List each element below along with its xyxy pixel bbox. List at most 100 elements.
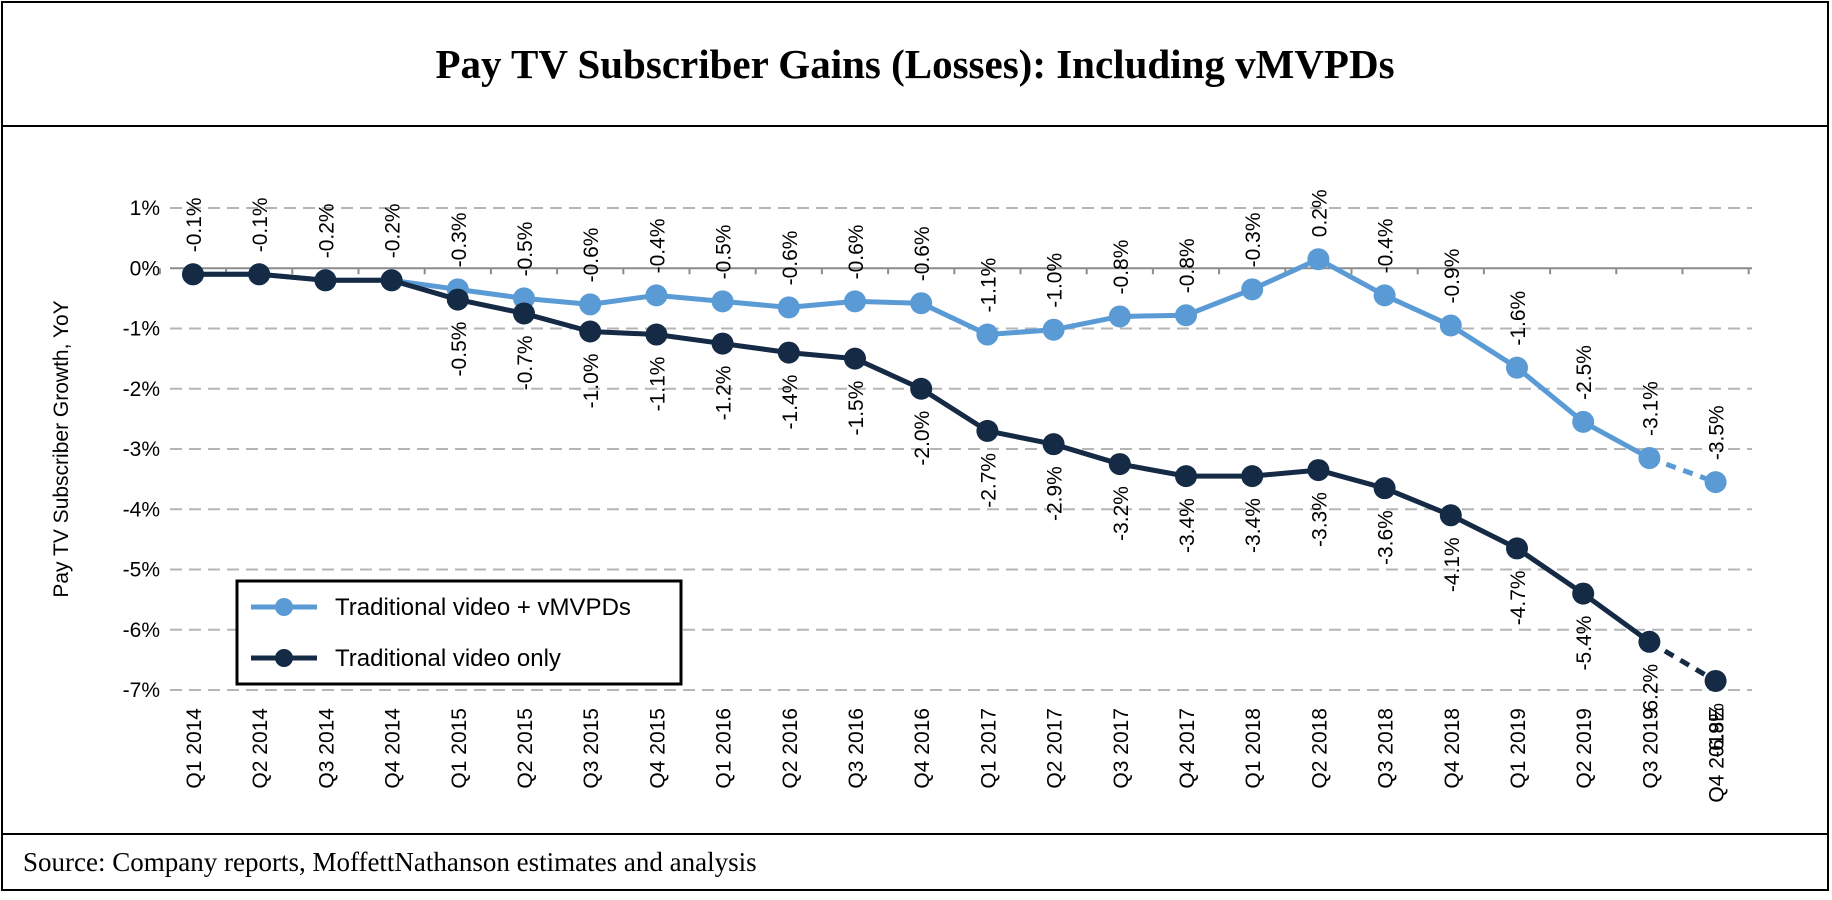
y-tick-label: -6% [123, 619, 160, 642]
data-point [1108, 305, 1131, 328]
data-point [777, 341, 800, 364]
x-tick-label: Q1 2015 [448, 708, 471, 789]
data-label: -1.2% [713, 366, 736, 421]
data-label: -0.2% [315, 203, 338, 258]
data-label: -1.1% [646, 357, 669, 412]
source-note: Source: Company reports, MoffettNathanso… [23, 846, 757, 877]
data-label: -1.0% [1044, 253, 1067, 308]
x-tick-label: Q3 2014 [315, 708, 338, 789]
legend-label: Traditional video only [335, 645, 561, 672]
x-tick-label: Q3 2015 [580, 708, 603, 789]
legend-box [235, 579, 683, 686]
x-tick-label: Q4 2017 [1176, 708, 1199, 789]
x-tick-label: Q4 2016 [911, 708, 934, 789]
data-point [645, 323, 668, 346]
data-label: -0.6% [580, 228, 603, 283]
data-label: -0.3% [448, 212, 471, 267]
legend-label: Traditional video + vMVPDs [335, 594, 631, 621]
x-tick-label: Q3 2019 [1639, 708, 1662, 789]
x-tick-label: Q4 2018 [1441, 708, 1464, 789]
data-label: -0.4% [1375, 219, 1398, 274]
data-label: -0.1% [249, 197, 272, 252]
y-axis-title: Pay TV Subscriber Growth, YoY [50, 300, 73, 597]
data-label: -1.4% [779, 375, 802, 430]
data-label: -0.8% [1110, 240, 1133, 295]
data-label: -4.7% [1507, 570, 1530, 625]
y-tick-label: -3% [123, 438, 160, 461]
data-label: -0.2% [382, 203, 405, 258]
data-point [1307, 248, 1330, 271]
series-line-estimate [1648, 455, 1717, 485]
data-point [844, 347, 866, 370]
data-point [777, 296, 800, 319]
data-label: -0.4% [646, 219, 669, 274]
data-point [1042, 433, 1065, 456]
data-point [513, 302, 535, 325]
title-bar: Pay TV Subscriber Gains (Losses): Includ… [3, 3, 1827, 127]
data-point [1638, 447, 1661, 470]
x-tick-label: Q1 2018 [1242, 708, 1265, 789]
chart-title: Pay TV Subscriber Gains (Losses): Includ… [435, 41, 1395, 87]
data-label: -2.7% [977, 453, 1000, 508]
data-point [1572, 410, 1595, 433]
data-point [711, 290, 734, 313]
data-label: -3.2% [1110, 486, 1133, 541]
data-point [1704, 471, 1727, 494]
data-label: -6.2% [1639, 664, 1662, 719]
data-label: -0.8% [1176, 238, 1199, 293]
data-label: -1.1% [977, 258, 1000, 313]
data-label: -2.5% [1573, 345, 1596, 400]
data-point [1439, 314, 1462, 337]
data-label: -4.1% [1441, 537, 1464, 592]
data-label: -3.4% [1242, 498, 1265, 553]
data-point [1175, 465, 1197, 488]
data-label: 0.2% [1308, 189, 1331, 237]
data-point [380, 269, 403, 292]
data-point [1307, 459, 1330, 482]
legend-swatch-marker [275, 598, 293, 616]
data-point [1506, 537, 1528, 560]
data-label: -0.9% [1441, 249, 1464, 304]
data-point [844, 290, 866, 313]
x-tick-label: Q1 2019 [1507, 708, 1530, 789]
data-label: -0.1% [183, 197, 206, 252]
data-point [1506, 356, 1528, 379]
data-point [446, 288, 469, 311]
y-tick-label: -4% [123, 498, 160, 521]
y-tick-label: -5% [123, 559, 160, 582]
data-point [1042, 318, 1065, 341]
x-tick-label: Q3 2016 [845, 708, 868, 789]
data-point [1704, 669, 1727, 692]
data-label: -1.0% [580, 354, 603, 409]
x-tick-label: Q3 2018 [1375, 708, 1398, 789]
x-tick-label: Q2 2017 [1044, 708, 1067, 789]
data-point [1175, 304, 1197, 327]
x-tick-label: Q2 2018 [1308, 708, 1331, 789]
data-point [248, 263, 271, 286]
data-point [513, 287, 535, 310]
y-tick-label: -2% [123, 378, 160, 401]
data-point [579, 320, 602, 343]
data-label: -6.8% [1706, 703, 1729, 758]
series-line-estimate [1648, 639, 1717, 684]
data-point [711, 332, 734, 355]
x-tick-label: Q2 2014 [249, 708, 272, 789]
data-label: -0.6% [845, 225, 868, 280]
data-point [1108, 453, 1131, 476]
data-point [1373, 284, 1396, 307]
x-tick-label: Q1 2014 [183, 708, 206, 789]
data-label: -2.9% [1044, 466, 1067, 521]
data-label: -2.0% [911, 411, 934, 466]
data-point [1241, 465, 1264, 488]
data-label: -0.7% [514, 335, 537, 390]
data-point [1439, 504, 1462, 527]
data-point [645, 284, 668, 307]
x-tick-label: Q1 2017 [977, 708, 1000, 789]
data-point [976, 419, 999, 442]
x-tick-label: Q4 2014 [382, 708, 405, 789]
data-label: -3.6% [1375, 510, 1398, 565]
data-point [1638, 630, 1661, 653]
legend-swatch-marker [275, 649, 293, 667]
source-bar: Source: Company reports, MoffettNathanso… [3, 833, 1827, 889]
